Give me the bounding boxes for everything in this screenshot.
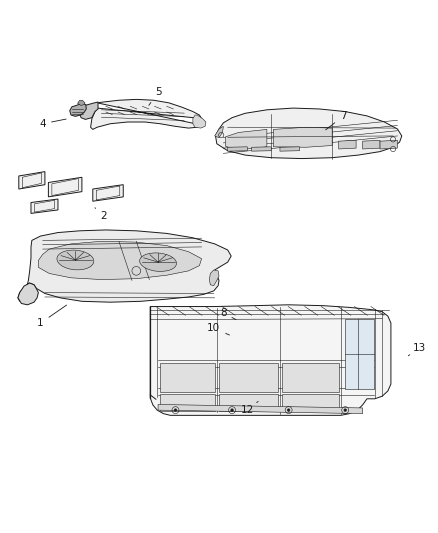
Circle shape — [287, 409, 290, 411]
Polygon shape — [219, 363, 278, 392]
Polygon shape — [228, 147, 247, 151]
Text: 12: 12 — [240, 401, 258, 415]
Polygon shape — [219, 393, 278, 411]
Polygon shape — [215, 108, 402, 158]
Ellipse shape — [140, 253, 177, 271]
Polygon shape — [209, 270, 219, 286]
Polygon shape — [18, 283, 39, 305]
Polygon shape — [93, 184, 123, 201]
Text: 4: 4 — [39, 119, 66, 129]
Polygon shape — [91, 99, 201, 130]
Text: 10: 10 — [207, 324, 230, 335]
Polygon shape — [39, 241, 201, 279]
Polygon shape — [18, 230, 231, 302]
Polygon shape — [70, 103, 86, 116]
Polygon shape — [160, 363, 215, 392]
Polygon shape — [31, 199, 58, 213]
Circle shape — [174, 409, 177, 411]
Circle shape — [231, 409, 233, 411]
Text: 8: 8 — [220, 308, 236, 320]
Polygon shape — [78, 100, 85, 106]
Polygon shape — [380, 140, 397, 149]
Polygon shape — [158, 405, 363, 414]
Text: 2: 2 — [95, 208, 107, 221]
Polygon shape — [282, 363, 339, 392]
Polygon shape — [280, 147, 300, 151]
Polygon shape — [19, 172, 45, 189]
Circle shape — [344, 409, 346, 411]
Polygon shape — [215, 126, 223, 138]
Polygon shape — [363, 140, 380, 149]
Polygon shape — [150, 305, 391, 415]
Polygon shape — [273, 127, 332, 147]
Polygon shape — [252, 147, 271, 151]
Polygon shape — [339, 140, 356, 149]
Text: 13: 13 — [408, 343, 426, 356]
Polygon shape — [80, 102, 98, 119]
Polygon shape — [345, 319, 374, 389]
Text: 5: 5 — [149, 87, 161, 106]
Polygon shape — [226, 130, 267, 150]
Polygon shape — [160, 393, 215, 411]
Polygon shape — [193, 115, 206, 128]
Text: 7: 7 — [325, 111, 346, 130]
Text: 1: 1 — [37, 305, 67, 328]
Polygon shape — [48, 177, 82, 197]
Polygon shape — [282, 393, 339, 411]
Ellipse shape — [57, 250, 94, 270]
